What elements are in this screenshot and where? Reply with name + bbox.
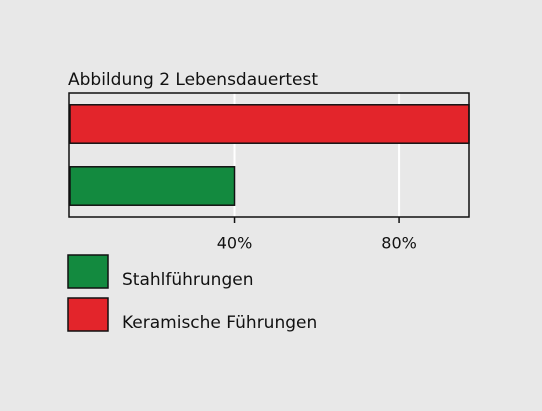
legend-label: Keramische Führungen xyxy=(122,313,317,333)
x-tick-label: 40% xyxy=(217,234,253,253)
bar xyxy=(69,104,470,144)
plot-frame xyxy=(68,92,470,218)
legend-label: Stahlführungen xyxy=(122,270,253,290)
legend-swatch xyxy=(67,254,109,289)
x-tick-label: 80% xyxy=(381,234,417,253)
chart-title: Abbildung 2 Lebensdauertest xyxy=(68,70,318,90)
bar xyxy=(69,166,236,206)
legend-swatch xyxy=(67,297,109,332)
